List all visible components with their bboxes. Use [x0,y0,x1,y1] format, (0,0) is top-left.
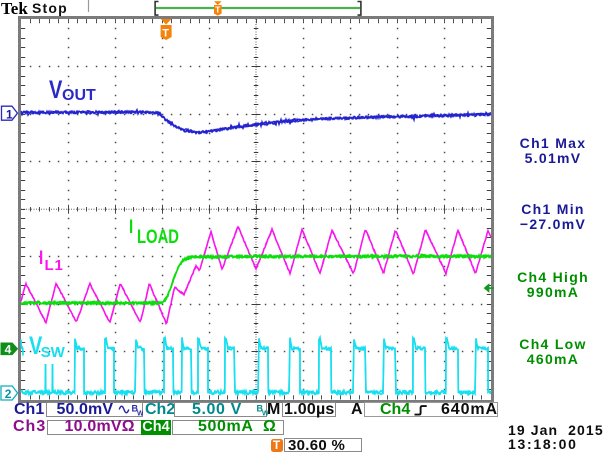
svg-text:W: W [262,411,269,417]
svg-text:B: B [132,404,139,414]
svg-text:2: 2 [5,387,12,401]
svg-text:T: T [215,5,221,15]
svg-text:1: 1 [6,107,13,121]
svg-text:4: 4 [5,342,12,356]
svg-text:B: B [257,404,264,414]
svg-text:T: T [162,28,169,40]
svg-text:W: W [137,411,143,417]
